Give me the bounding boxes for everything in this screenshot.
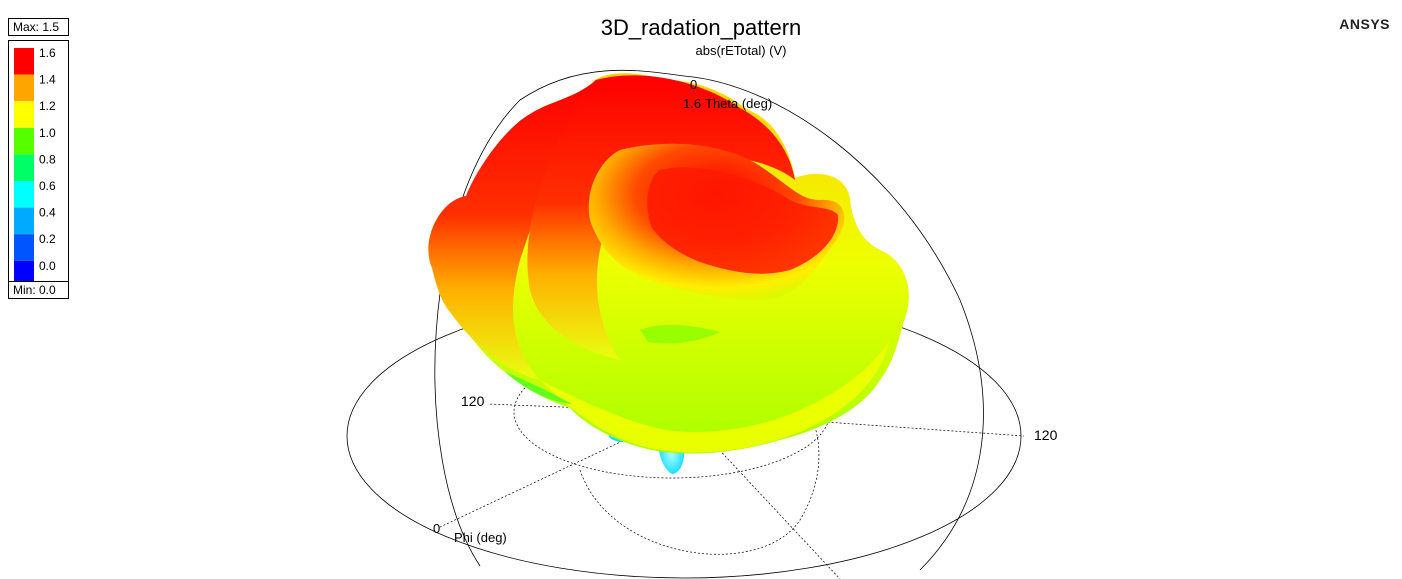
legend-swatch-2 <box>14 101 34 128</box>
outer-meridian-left <box>434 69 685 567</box>
legend-swatch-8 <box>14 260 34 288</box>
lobe-green-accent <box>640 324 720 344</box>
lobe-green-left <box>505 372 572 404</box>
lobe-top-ridge <box>647 167 839 274</box>
legend-tick-4: 0.8 <box>39 152 56 166</box>
lobe-lower-band <box>540 340 890 453</box>
inner-meridian <box>579 399 820 555</box>
color-legend: Max: 1.5 1.6 1.4 1.2 1.0 0.8 0.6 0.4 0.2 0.0 Min… <box>8 18 69 300</box>
legend-swatch-7 <box>14 234 34 261</box>
legend-swatch-1 <box>14 74 34 102</box>
tick-left-120: 120 <box>461 393 485 409</box>
legend-min: Min: 0.0 <box>8 281 69 299</box>
legend-tick-6: 0.4 <box>39 206 56 220</box>
phi-zero-label: 0 <box>433 521 440 536</box>
legend-tick-8: 0.0 <box>39 259 56 273</box>
quantity-label: abs(rETotal) (V) <box>695 43 787 58</box>
theta-mark-label: 1.6 <box>683 96 701 111</box>
outer-meridian-right <box>683 75 984 571</box>
main-lobe <box>428 73 909 454</box>
legend-max: Max: 1.5 <box>8 18 69 36</box>
legend-tick-1: 1.4 <box>39 73 56 87</box>
chart-title: 3D_radation_pattern <box>600 15 802 40</box>
brand-logo: ANSYS <box>1339 16 1390 32</box>
legend-swatch-4 <box>14 154 34 181</box>
legend-tick-0: 1.6 <box>39 46 56 60</box>
legend-colorbar: 1.6 1.4 1.2 1.0 0.8 0.6 0.4 0.2 0.0 <box>14 46 56 288</box>
tick-right-120: 120 <box>1034 427 1058 443</box>
legend-tick-3: 1.0 <box>39 126 56 140</box>
legend-tick-5: 0.6 <box>39 179 56 193</box>
legend-swatch-6 <box>14 207 34 235</box>
legend-tick-7: 0.2 <box>39 232 56 246</box>
legend-scale: 1.6 1.4 1.2 1.0 0.8 0.6 0.4 0.2 0.0 <box>8 40 69 290</box>
legend-swatch-3 <box>14 127 34 155</box>
legend-swatch-5 <box>14 181 34 208</box>
legend-swatch-0 <box>14 48 34 75</box>
axis-labels: 0 1.6 Theta (deg) 120 120 0 Phi (deg) <box>433 77 1058 545</box>
lobe-middle-petal <box>527 75 795 361</box>
legend-tick-2: 1.2 <box>39 99 56 113</box>
theta-axis-label: Theta (deg) <box>705 96 772 111</box>
phi-axis-label: Phi (deg) <box>454 530 507 545</box>
theta-zero-label: 0 <box>690 77 697 92</box>
